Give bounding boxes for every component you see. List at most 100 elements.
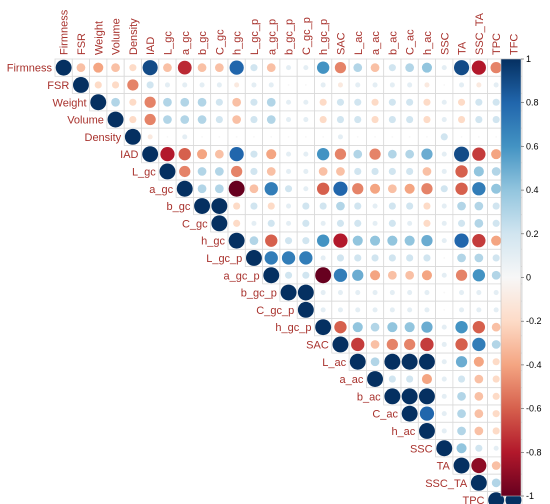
corr-circle-C_gc-L_gc_p [251, 220, 257, 226]
corr-circle-L_gc_p-C_gc_p [299, 251, 313, 265]
corr-circle-SAC-TA [455, 338, 468, 351]
corr-circle-b_gc_p-TA [459, 290, 465, 296]
corr-circle-Volume-h_gc_p [319, 115, 327, 124]
corr-circle-h_gc-a_gc_p [265, 234, 278, 247]
corr-circle-IAD-L_gc_p [250, 150, 258, 158]
corr-circle-L_gc-L_ac [354, 167, 362, 176]
corr-circle-a_gc_p-a_gc_p [263, 267, 280, 284]
corr-circle-Firmness-b_gc_p [286, 65, 292, 71]
corr-circle-SAC-b_ac [386, 338, 398, 351]
corr-circle-h_gc-C_gc_p [302, 237, 310, 245]
corr-circle-b_ac-b_ac [384, 388, 401, 405]
corr-circle-Weight-b_gc_p [286, 99, 292, 105]
row-label: C_gc_p [256, 305, 294, 317]
corr-circle-FSR-Density [127, 79, 139, 91]
corr-circle-SSC-SSC_TA [475, 444, 483, 452]
corr-circle-h_gc-a_ac [370, 235, 381, 246]
corr-circle-C_gc-b_ac [388, 219, 396, 227]
corr-circle-L_ac-L_ac [349, 353, 366, 370]
corr-circle-b_gc-h_ac [423, 202, 431, 210]
corr-circle-h_gc-b_gc_p [284, 237, 293, 245]
corr-circle-h_gc-h_ac [421, 235, 433, 247]
corr-circle-a_gc-L_gc_p [249, 184, 259, 194]
corr-circle-FSR-L_gc_p [251, 82, 257, 88]
row-label: TPC [463, 495, 485, 504]
corr-circle-FSR-b_gc [199, 82, 205, 88]
corr-circle-a_gc_p-L_ac [352, 269, 364, 281]
column-labels: Firmness FSR Weight Volume Density IAD L_gc a_g… [59, 9, 521, 55]
corr-circle-Volume-SSC_TA [475, 115, 483, 124]
corr-circle-C_ac-h_ac [419, 406, 435, 421]
colorbar-tick-label: 0.8 [526, 98, 539, 108]
corr-circle-b_gc-SSC_TA [474, 201, 484, 211]
corr-circle-Density-b_ac [391, 135, 394, 138]
grid [54, 58, 523, 504]
row-label: h_gc [201, 236, 225, 248]
corr-circle-Volume-C_gc_p [303, 117, 309, 123]
corr-circle-L_gc-SAC [336, 167, 345, 176]
corr-circle-L_gc_p-a_ac [371, 254, 379, 262]
corr-circle-b_gc-TA [457, 201, 466, 211]
corr-circle-FSR-SSC_TA [476, 82, 482, 88]
corr-circle-SAC-SAC [332, 336, 349, 353]
corr-circle-TA-TA [453, 457, 470, 474]
corr-circle-h_gc-h_gc [228, 232, 245, 249]
corr-circle-Volume-L_ac [354, 115, 362, 124]
corr-circle-Firmness-Density [129, 64, 137, 72]
column-label: L_gc [162, 31, 174, 55]
corr-circle-L_gc_p-SSC_TA [474, 253, 484, 263]
corr-circle-C_gc-TA [457, 219, 466, 227]
corr-circle-Firmness-L_ac [353, 63, 363, 73]
corr-circle-Firmness-a_ac [370, 63, 380, 73]
corr-circle-C_gc_p-TPC [493, 307, 499, 313]
corr-circle-Firmness-Volume [111, 63, 120, 73]
row-label: Density [85, 132, 122, 144]
corr-circle-a_gc-h_ac [421, 183, 433, 195]
corr-circle-a_ac-C_ac [406, 375, 414, 383]
corr-circle-Density-h_gc [235, 135, 238, 138]
corr-circle-Weight-h_gc [232, 97, 242, 107]
corr-circle-C_ac-C_ac [401, 405, 418, 422]
corr-circle-Volume-Density [129, 115, 137, 124]
corr-circle-h_gc_p-a_ac [370, 322, 380, 332]
corr-circle-C_gc-C_gc_p [302, 219, 310, 227]
corr-circle-FSR-IAD [146, 81, 154, 89]
corr-circle-Firmness-Weight [93, 62, 104, 73]
corr-circle-FSR-SAC [337, 82, 343, 88]
corr-circle-a_gc_p-h_gc_p [315, 267, 332, 284]
corr-circle-L_ac-a_ac [370, 357, 380, 367]
corr-circle-C_gc-TPC [492, 219, 500, 227]
corr-circle-Density-a_ac [374, 135, 376, 138]
corr-circle-IAD-C_gc_p [303, 151, 309, 157]
corr-circle-FSR-L_gc [164, 82, 170, 88]
corr-circle-Firmness-IAD [142, 60, 158, 76]
corr-circle-Density-Density [124, 128, 141, 145]
corr-circle-a_gc_p-a_ac [370, 270, 381, 281]
corr-circle-Volume-L_gc [163, 115, 172, 124]
corr-circle-Weight-h_gc_p [319, 98, 327, 106]
column-label: L_ac [353, 31, 365, 55]
corr-circle-h_gc-L_ac [352, 235, 363, 246]
corr-circle-FSR-SSC [443, 84, 446, 86]
column-label: TPC [491, 33, 503, 55]
corr-circle-b_gc-a_gc_p [267, 202, 275, 210]
corr-circle-a_gc_p-h_ac [421, 270, 432, 281]
corr-circle-L_gc-C_ac [406, 167, 414, 176]
corr-circle-IAD-a_ac [369, 148, 381, 160]
corr-circle-FSR-Weight [94, 81, 102, 89]
corr-circle-Firmness-C_gc_p [303, 65, 309, 71]
corr-circle-h_gc_p-h_gc_p [315, 319, 332, 336]
row-label: L_ac [322, 357, 346, 369]
corr-circle-IAD-L_gc [160, 147, 175, 162]
corr-circle-Firmness-L_gc [163, 63, 172, 73]
corr-circle-IAD-SAC [334, 148, 347, 160]
corr-circle-b_gc-C_ac [406, 202, 414, 210]
corr-circle-C_gc-a_gc_p [267, 219, 275, 227]
corr-circle-b_gc-L_gc_p [250, 202, 258, 210]
corr-circle-FSR-b_gc_p [287, 84, 290, 86]
corr-circle-C_gc-b_gc_p [286, 220, 292, 226]
corr-circle-SAC-C_ac [404, 338, 416, 351]
corr-circle-a_gc_p-SSC_TA [472, 269, 486, 282]
corr-circle-b_gc-b_gc [194, 198, 211, 215]
